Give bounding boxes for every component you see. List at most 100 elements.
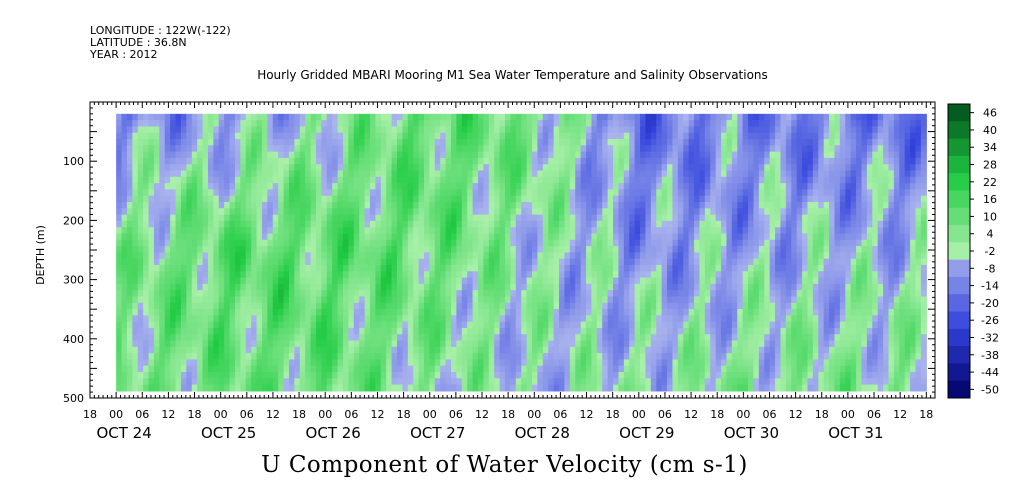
heatmap-cell: [780, 246, 787, 253]
heatmap-cell: [726, 183, 733, 191]
heatmap-cell: [337, 302, 344, 310]
heatmap-cell: [694, 164, 701, 172]
heatmap-cell: [623, 277, 630, 285]
heatmap-cell: [283, 132, 290, 140]
heatmap-cell: [418, 145, 425, 153]
heatmap-cell: [704, 195, 711, 203]
heatmap-cell: [823, 157, 830, 165]
heatmap-cell: [483, 113, 490, 121]
heatmap-cell: [548, 208, 555, 216]
heatmap-cell: [348, 151, 355, 159]
heatmap-cell: [586, 139, 593, 146]
heatmap-cell: [656, 227, 663, 235]
heatmap-cell: [159, 208, 166, 216]
heatmap-cell: [494, 258, 501, 266]
heatmap-cell: [877, 246, 884, 253]
heatmap-cell: [802, 132, 809, 140]
heatmap-cell: [748, 145, 755, 153]
heatmap-cell: [396, 201, 403, 209]
heatmap-cell: [553, 252, 560, 260]
heatmap-cell: [526, 201, 533, 209]
heatmap-cell: [677, 277, 684, 285]
heatmap-cell: [877, 157, 884, 165]
heatmap-cell: [116, 271, 123, 279]
heatmap-cell: [407, 139, 414, 146]
heatmap-cell: [802, 164, 809, 172]
heatmap-cell: [710, 132, 717, 140]
heatmap-cell: [440, 214, 447, 222]
heatmap-cell: [413, 227, 420, 235]
heatmap-cell: [224, 233, 231, 241]
heatmap-cell: [785, 208, 792, 216]
heatmap-cell: [699, 183, 706, 191]
heatmap-cell: [515, 132, 522, 140]
heatmap-cell: [175, 214, 182, 222]
heatmap-cell: [261, 227, 268, 235]
heatmap-cell: [532, 201, 539, 209]
heatmap-cell: [418, 189, 425, 197]
heatmap-cell: [445, 277, 452, 285]
heatmap-cell: [785, 126, 792, 134]
heatmap-cell: [224, 315, 231, 323]
heatmap-cell: [256, 189, 263, 197]
heatmap-cell: [488, 183, 495, 191]
heatmap-cell: [758, 283, 765, 291]
heatmap-cell: [580, 258, 587, 266]
heatmap-cell: [688, 189, 695, 197]
heatmap-cell: [467, 113, 474, 121]
heatmap-cell: [445, 120, 452, 128]
heatmap-cell: [213, 189, 220, 197]
heatmap-cell: [418, 151, 425, 159]
heatmap-cell: [888, 283, 895, 291]
heatmap-cell: [359, 132, 366, 140]
heatmap-cell: [332, 315, 339, 323]
heatmap-cell: [483, 164, 490, 172]
heatmap-cell: [710, 271, 717, 279]
heatmap-cell: [829, 302, 836, 310]
heatmap-cell: [348, 214, 355, 222]
heatmap-cell: [791, 271, 798, 279]
heatmap-cell: [391, 189, 398, 197]
heatmap-cell: [920, 252, 927, 260]
heatmap-cell: [845, 208, 852, 216]
heatmap-cell: [672, 151, 679, 159]
heatmap-cell: [602, 113, 609, 121]
heatmap-cell: [256, 208, 263, 216]
heatmap-cell: [785, 151, 792, 159]
heatmap-cell: [510, 302, 517, 310]
heatmap-cell: [742, 164, 749, 172]
heatmap-cell: [234, 321, 241, 329]
heatmap-cell: [866, 157, 873, 165]
heatmap-cell: [478, 145, 485, 153]
heatmap-cell: [488, 151, 495, 159]
heatmap-cell: [629, 227, 636, 235]
heatmap-cell: [591, 170, 598, 178]
heatmap-cell: [116, 277, 123, 285]
heatmap-cell: [310, 120, 317, 128]
heatmap-cell: [126, 208, 133, 216]
heatmap-cell: [731, 157, 738, 165]
heatmap-cell: [915, 283, 922, 291]
heatmap-cell: [342, 290, 349, 298]
heatmap-cell: [602, 132, 609, 140]
heatmap-cell: [251, 189, 258, 197]
heatmap-cell: [640, 208, 647, 216]
heatmap-cell: [440, 315, 447, 323]
heatmap-cell: [742, 214, 749, 222]
heatmap-cell: [856, 183, 863, 191]
heatmap-cell: [769, 283, 776, 291]
heatmap-cell: [818, 258, 825, 266]
heatmap-cell: [391, 164, 398, 172]
heatmap-cell: [775, 151, 782, 159]
heatmap-cell: [380, 145, 387, 153]
heatmap-cell: [137, 176, 144, 184]
heatmap-cell: [369, 271, 376, 279]
heatmap-cell: [159, 220, 166, 228]
heatmap-cell: [472, 164, 479, 172]
heatmap-cell: [143, 302, 150, 310]
heatmap-cell: [418, 239, 425, 247]
heatmap-cell: [218, 277, 225, 285]
heatmap-cell: [532, 126, 539, 134]
heatmap-cell: [153, 271, 160, 279]
heatmap-cell: [721, 309, 728, 316]
